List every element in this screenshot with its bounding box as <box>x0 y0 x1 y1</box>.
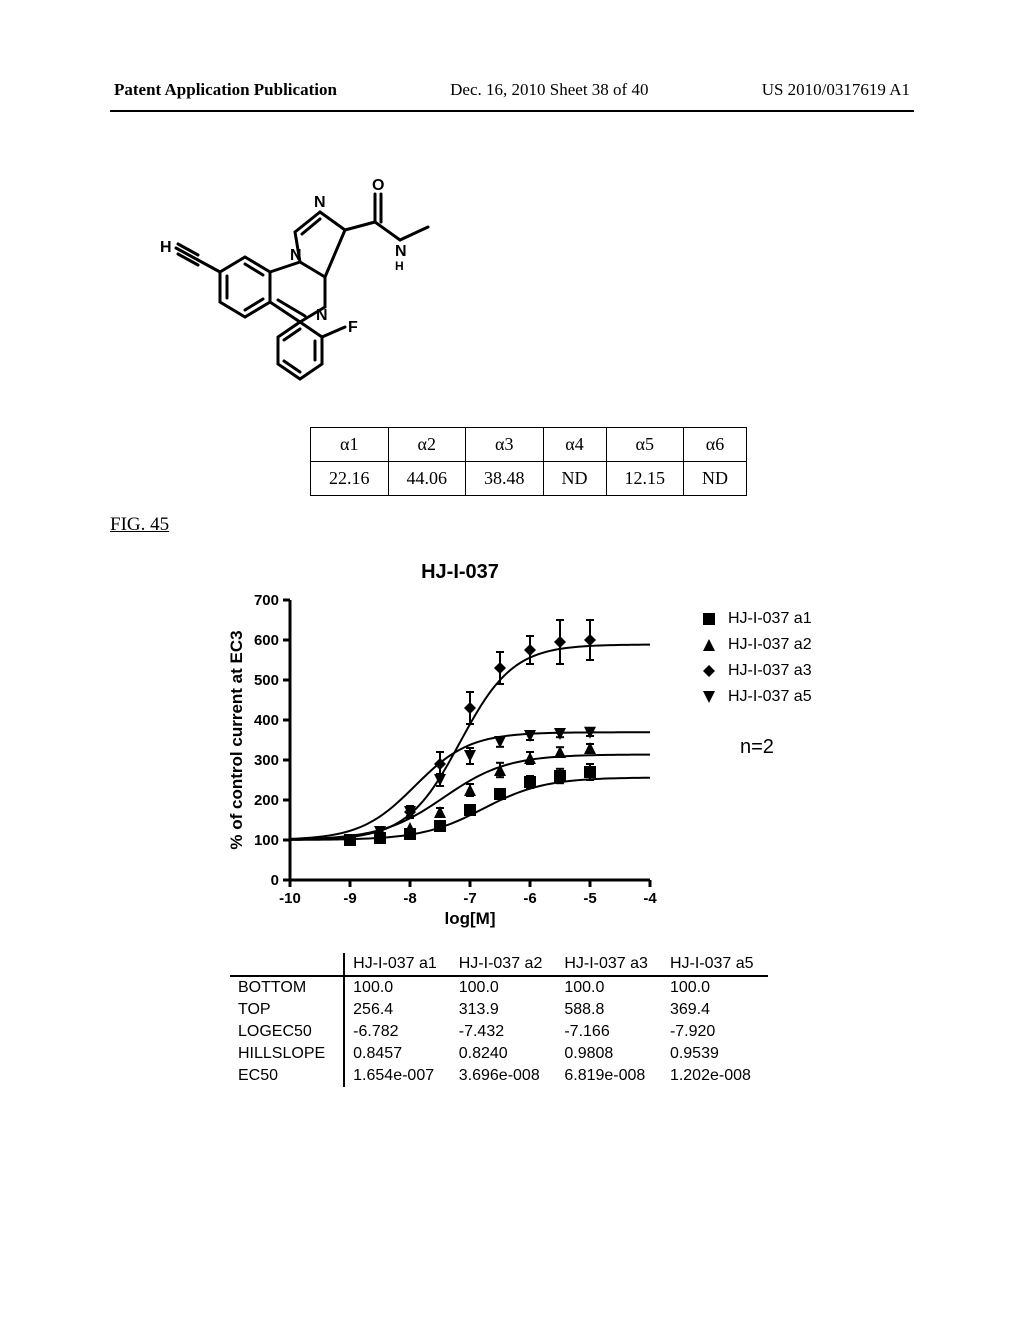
params-cell: 1.202e-008 <box>662 1065 768 1087</box>
params-cell: 0.9808 <box>556 1043 662 1065</box>
legend-marker-icon <box>700 637 718 653</box>
params-cell: 6.819e-008 <box>556 1065 662 1087</box>
svg-text:-10: -10 <box>279 890 301 907</box>
params-cell: 313.9 <box>451 999 557 1021</box>
legend-marker-icon <box>700 689 718 705</box>
params-col-header: HJ-I-037 a2 <box>451 953 557 976</box>
alpha-cell: ND <box>684 462 747 496</box>
molecule-structure: H N N N O N H F <box>150 152 914 397</box>
svg-text:N: N <box>290 247 302 264</box>
params-col-header: HJ-I-037 a3 <box>556 953 662 976</box>
params-row-label: LOGEC50 <box>230 1021 344 1043</box>
params-cell: -7.432 <box>451 1021 557 1043</box>
legend-item: HJ-I-037 a3 <box>700 662 812 680</box>
params-col-header: HJ-I-037 a1 <box>344 953 451 976</box>
params-row-label: BOTTOM <box>230 976 344 999</box>
svg-text:N: N <box>314 194 326 211</box>
figure-label: FIG. 45 <box>110 514 914 536</box>
svg-text:0: 0 <box>271 872 279 889</box>
params-cell: 1.654e-007 <box>344 1065 451 1087</box>
alpha-table: α1α2α3α4α5α6 22.1644.0638.48ND12.15ND <box>310 427 747 496</box>
alpha-header: α5 <box>606 428 684 462</box>
alpha-cell: 44.06 <box>388 462 466 496</box>
svg-text:700: 700 <box>254 592 279 609</box>
params-cell: 100.0 <box>344 976 451 999</box>
svg-text:400: 400 <box>254 712 279 729</box>
params-cell: 0.9539 <box>662 1043 768 1065</box>
legend-marker-icon <box>700 611 718 627</box>
svg-text:-6: -6 <box>523 890 536 907</box>
alpha-cell: 38.48 <box>466 462 544 496</box>
legend: HJ-I-037 a1 HJ-I-037 a2 HJ-I-037 a3 HJ-I-03… <box>700 610 812 759</box>
params-cell: 100.0 <box>662 976 768 999</box>
svg-text:600: 600 <box>254 632 279 649</box>
svg-text:H: H <box>160 239 172 256</box>
params-col-header: HJ-I-037 a5 <box>662 953 768 976</box>
params-table: HJ-I-037 a1HJ-I-037 a2HJ-I-037 a3HJ-I-03… <box>230 953 768 1087</box>
svg-text:F: F <box>348 319 358 336</box>
params-cell: 0.8240 <box>451 1043 557 1065</box>
alpha-header: α6 <box>684 428 747 462</box>
params-cell: 0.8457 <box>344 1043 451 1065</box>
svg-text:log[M]: log[M] <box>445 909 496 928</box>
alpha-cell: 22.16 <box>311 462 389 496</box>
legend-label: HJ-I-037 a2 <box>728 636 812 654</box>
alpha-header: α1 <box>311 428 389 462</box>
params-cell: 588.8 <box>556 999 662 1021</box>
header-center: Dec. 16, 2010 Sheet 38 of 40 <box>450 80 648 100</box>
header-left: Patent Application Publication <box>114 80 337 100</box>
alpha-header: α3 <box>466 428 544 462</box>
svg-text:-7: -7 <box>463 890 476 907</box>
svg-text:N: N <box>316 307 328 324</box>
params-cell: -7.166 <box>556 1021 662 1043</box>
svg-text:500: 500 <box>254 672 279 689</box>
legend-marker-icon <box>700 663 718 679</box>
params-row-label: TOP <box>230 999 344 1021</box>
svg-text:-8: -8 <box>403 890 416 907</box>
chart-svg: 0 100 200 300 400 500 600 700 -10 -9 -8 -7 -6 -5 -4 log… <box>220 590 680 930</box>
params-cell: 100.0 <box>556 976 662 999</box>
alpha-header: α4 <box>543 428 606 462</box>
svg-text:-9: -9 <box>343 890 356 907</box>
chart-title: HJ-I-037 <box>260 561 660 584</box>
svg-text:% of control current at EC3: % of control current at EC3 <box>227 630 246 849</box>
params-cell: 100.0 <box>451 976 557 999</box>
params-cell: 3.696e-008 <box>451 1065 557 1087</box>
legend-item: HJ-I-037 a5 <box>700 688 812 706</box>
params-table-container: HJ-I-037 a1HJ-I-037 a2HJ-I-037 a3HJ-I-03… <box>230 953 914 1087</box>
params-row-label: HILLSLOPE <box>230 1043 344 1065</box>
alpha-cell: 12.15 <box>606 462 684 496</box>
alpha-cell: ND <box>543 462 606 496</box>
patent-page: Patent Application Publication Dec. 16, … <box>0 0 1024 1320</box>
header-right: US 2010/0317619 A1 <box>762 80 910 100</box>
molecule-svg: H N N N O N H F <box>150 152 450 392</box>
params-cell: -7.920 <box>662 1021 768 1043</box>
page-header: Patent Application Publication Dec. 16, … <box>110 80 914 100</box>
params-row-label: EC50 <box>230 1065 344 1087</box>
alpha-header: α2 <box>388 428 466 462</box>
legend-label: HJ-I-037 a3 <box>728 662 812 680</box>
legend-label: HJ-I-037 a1 <box>728 610 812 628</box>
chart-section: HJ-I-037 0 100 200 300 400 500 600 700 -10 -9 -8 -7… <box>220 561 914 935</box>
svg-text:-4: -4 <box>643 890 657 907</box>
alpha-table-container: α1α2α3α4α5α6 22.1644.0638.48ND12.15ND <box>310 427 914 496</box>
svg-text:O: O <box>372 177 384 194</box>
chart-plot: 0 100 200 300 400 500 600 700 -10 -9 -8 -7 -6 -5 -4 log… <box>220 590 680 935</box>
svg-text:300: 300 <box>254 752 279 769</box>
svg-text:200: 200 <box>254 792 279 809</box>
svg-text:H: H <box>395 259 404 273</box>
params-cell: 256.4 <box>344 999 451 1021</box>
header-rule <box>110 110 914 112</box>
legend-n: n=2 <box>740 736 812 759</box>
svg-text:N: N <box>395 243 407 260</box>
legend-item: HJ-I-037 a1 <box>700 610 812 628</box>
params-cell: 369.4 <box>662 999 768 1021</box>
svg-text:-5: -5 <box>583 890 596 907</box>
svg-text:100: 100 <box>254 832 279 849</box>
legend-item: HJ-I-037 a2 <box>700 636 812 654</box>
params-cell: -6.782 <box>344 1021 451 1043</box>
legend-label: HJ-I-037 a5 <box>728 688 812 706</box>
